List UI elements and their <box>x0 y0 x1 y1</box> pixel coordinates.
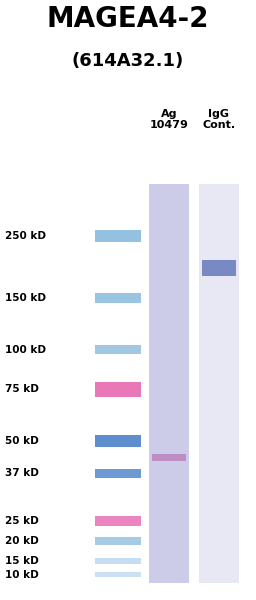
Bar <box>95 538 141 545</box>
Bar <box>152 454 186 461</box>
Bar <box>199 184 239 583</box>
Text: 100 kD: 100 kD <box>5 344 46 355</box>
Text: Ag
10479: Ag 10479 <box>150 109 188 130</box>
Text: (614A32.1): (614A32.1) <box>72 52 184 70</box>
Bar <box>95 382 141 397</box>
Text: 250 kD: 250 kD <box>5 231 46 241</box>
Bar <box>202 260 236 276</box>
Text: IgG
Cont.: IgG Cont. <box>202 109 236 130</box>
Bar <box>95 293 141 303</box>
Text: 50 kD: 50 kD <box>5 436 39 446</box>
Bar <box>95 436 141 447</box>
Bar <box>95 345 141 354</box>
Bar <box>149 184 189 583</box>
Bar <box>95 516 141 526</box>
Text: 15 kD: 15 kD <box>5 556 39 566</box>
Text: 75 kD: 75 kD <box>5 385 39 394</box>
Bar <box>95 557 141 564</box>
Bar <box>95 469 141 478</box>
Text: 10 kD: 10 kD <box>5 570 39 580</box>
Text: 37 kD: 37 kD <box>5 468 39 478</box>
Text: MAGEA4-2: MAGEA4-2 <box>47 5 209 34</box>
Text: 25 kD: 25 kD <box>5 516 39 526</box>
Text: 20 kD: 20 kD <box>5 536 39 546</box>
Bar <box>95 572 141 577</box>
Text: 150 kD: 150 kD <box>5 293 46 303</box>
Bar <box>95 230 141 242</box>
